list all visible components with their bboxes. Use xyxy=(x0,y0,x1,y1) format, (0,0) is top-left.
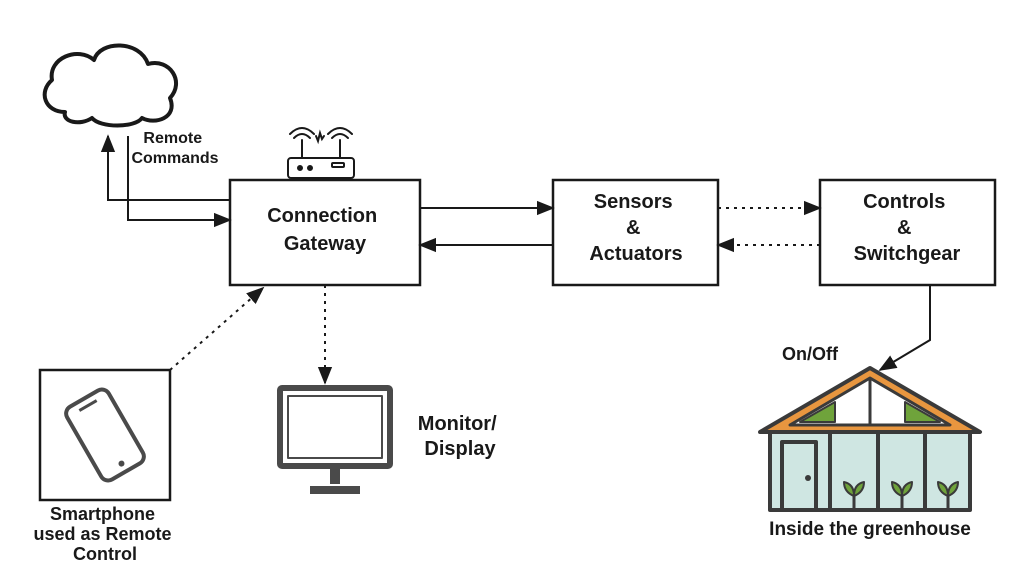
monitor-icon xyxy=(280,388,390,490)
diagram-canvas: Remote Commands Connection Gateway Senso… xyxy=(0,0,1024,576)
edge-ctrl-to-gh xyxy=(880,285,930,370)
phone-label: Smartphone used as Remote Control xyxy=(33,504,176,564)
svg-text:Controls & Switchg: Controls & Switchgear xyxy=(854,191,961,265)
edge-phone-to-gw xyxy=(170,288,263,370)
node-sensors: Sensors & Actuators xyxy=(553,180,718,285)
node-phone xyxy=(40,370,170,500)
monitor-label: Monitor/ Display xyxy=(418,413,502,460)
onoff-label: On/Off xyxy=(782,344,839,364)
remote-commands-label: Remote Commands xyxy=(131,130,218,167)
cloud-icon xyxy=(45,45,176,125)
svg-text:Sensors & Actuator: Sensors & Actuators xyxy=(589,191,682,265)
svg-text:Connection Gateway: Connection Gateway xyxy=(267,205,383,255)
greenhouse-label: Inside the greenhouse xyxy=(769,519,971,540)
greenhouse-icon xyxy=(760,368,980,510)
edge-cloud-to-gw-down xyxy=(128,136,230,220)
router-icon xyxy=(288,128,354,178)
node-controls: Controls & Switchgear xyxy=(820,180,995,285)
node-gateway: Connection Gateway xyxy=(230,180,420,285)
